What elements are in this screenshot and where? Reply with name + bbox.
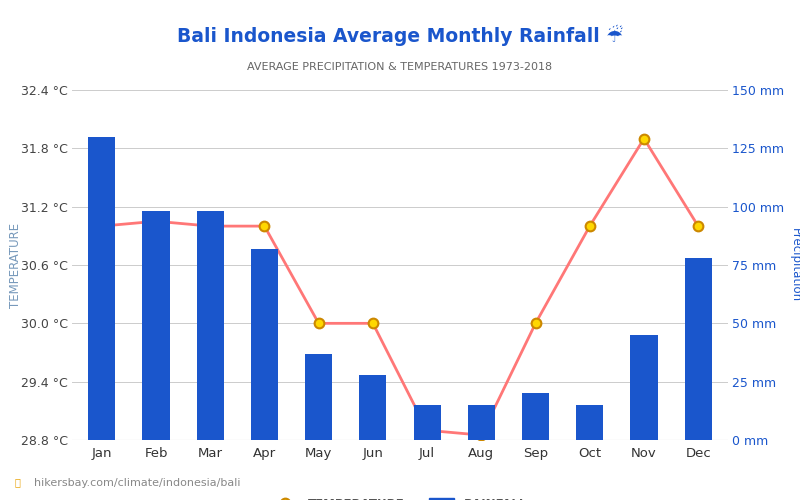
Y-axis label: Precipitation: Precipitation [789, 228, 800, 302]
Bar [576, 405, 603, 440]
Text: Bali Indonesia Average Monthly Rainfall ☔: Bali Indonesia Average Monthly Rainfall … [177, 24, 623, 46]
Bar [251, 248, 278, 440]
Y-axis label: TEMPERATURE: TEMPERATURE [9, 222, 22, 308]
Bar [468, 405, 495, 440]
Text: 📍: 📍 [14, 478, 20, 488]
Bar [414, 405, 441, 440]
Text: AVERAGE PRECIPITATION & TEMPERATURES 1973-2018: AVERAGE PRECIPITATION & TEMPERATURES 197… [247, 62, 553, 72]
Bar [522, 394, 549, 440]
Text: hikersbay.com/climate/indonesia/bali: hikersbay.com/climate/indonesia/bali [34, 478, 240, 488]
Bar [88, 136, 115, 440]
Legend: TEMPERATURE, RAINFALL: TEMPERATURE, RAINFALL [273, 498, 527, 500]
Bar [359, 374, 386, 440]
Bar [305, 354, 332, 440]
Bar [197, 212, 224, 440]
Bar [142, 212, 170, 440]
Bar [685, 258, 712, 440]
Bar [630, 335, 658, 440]
